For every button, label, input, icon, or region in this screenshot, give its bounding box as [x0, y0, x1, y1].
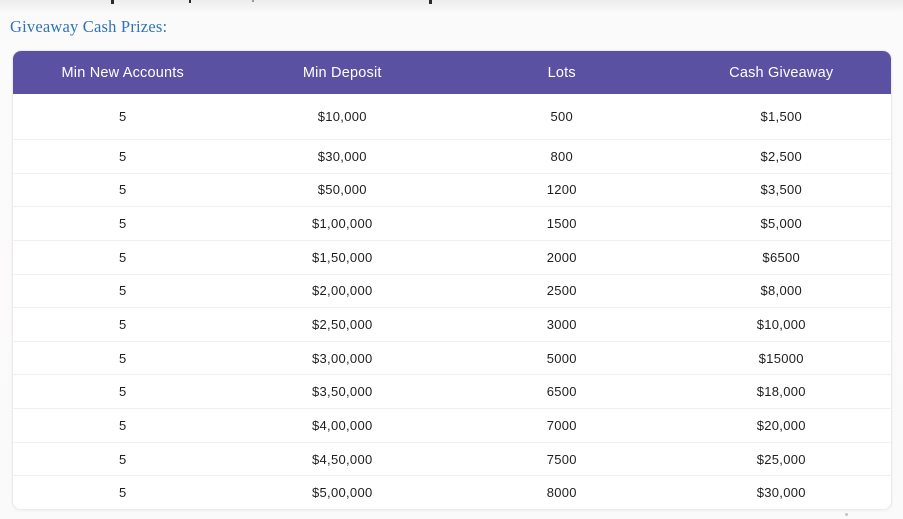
cell-min-new-accounts: 5 [118, 109, 127, 124]
cell-min-new-accounts: 5 [118, 350, 127, 366]
table-row: 5 $30,000 800 $2,500 [13, 139, 891, 173]
cell-cash-giveaway: $25,000 [756, 451, 806, 467]
cell-lots: 2500 [546, 283, 577, 299]
clipped-text-remnant [845, 513, 848, 516]
column-header-lots: Lots [547, 64, 576, 81]
cell-lots: 500 [550, 109, 574, 124]
cell-min-new-accounts: 5 [118, 451, 127, 467]
cell-min-deposit: $3,00,000 [311, 350, 373, 366]
cell-min-new-accounts: 5 [118, 485, 127, 501]
cell-lots: 8000 [546, 485, 577, 501]
cell-cash-giveaway: $30,000 [756, 485, 806, 501]
clipped-text-remnant [111, 0, 114, 4]
cell-cash-giveaway: $15000 [758, 350, 804, 366]
column-header-min-deposit: Min Deposit [302, 64, 382, 81]
page-title: Giveaway Cash Prizes: [10, 17, 168, 36]
cell-cash-giveaway: $3,500 [760, 182, 803, 198]
table-row: 5 $2,00,000 2500 $8,000 [13, 273, 891, 308]
table-row: 5 $1,00,000 1500 $5,000 [13, 206, 891, 240]
table-row: 5 $50,000 1200 $3,500 [13, 172, 891, 207]
cell-min-deposit: $2,50,000 [311, 317, 373, 333]
table-row: 5 $2,50,000 3000 $10,000 [13, 307, 891, 341]
cell-lots: 3000 [546, 317, 577, 333]
cell-min-deposit: $4,00,000 [311, 417, 373, 433]
cell-lots: 1500 [546, 216, 577, 232]
cell-min-new-accounts: 5 [118, 148, 127, 164]
cell-min-deposit: $30,000 [317, 148, 367, 164]
cell-cash-giveaway: $8,000 [760, 283, 803, 299]
column-header-cash-giveaway: Cash Giveaway [729, 64, 834, 81]
table-row: 5 $1,50,000 2000 $6500 [13, 239, 891, 274]
cell-min-deposit: $10,000 [317, 109, 367, 124]
cell-lots: 5000 [546, 350, 577, 366]
cell-min-new-accounts: 5 [118, 249, 127, 265]
cell-cash-giveaway: $10,000 [756, 317, 806, 333]
cell-min-new-accounts: 5 [118, 182, 127, 198]
cell-lots: 7000 [546, 417, 577, 433]
cell-cash-giveaway: $18,000 [756, 384, 806, 400]
cell-cash-giveaway: $1,500 [760, 109, 803, 124]
cell-min-new-accounts: 5 [118, 317, 127, 333]
cell-min-new-accounts: 5 [118, 417, 127, 433]
table-row: 5 $5,00,000 8000 $30,000 [13, 475, 891, 509]
clipped-text-remnant [429, 0, 432, 4]
cell-min-new-accounts: 5 [118, 384, 127, 400]
cell-min-new-accounts: 5 [118, 283, 127, 299]
cell-min-deposit: $2,00,000 [311, 283, 373, 299]
cell-min-deposit: $1,50,000 [311, 249, 373, 265]
cell-min-deposit: $50,000 [317, 182, 367, 198]
clipped-text-remnant [252, 0, 254, 2]
cell-cash-giveaway: $6500 [762, 249, 801, 265]
cell-cash-giveaway: $5,000 [760, 216, 803, 232]
cell-lots: 7500 [546, 451, 577, 467]
clipped-text-remnant [189, 0, 191, 3]
table-row: 5 $4,50,000 7500 $25,000 [13, 441, 891, 476]
cell-min-deposit: $3,50,000 [311, 384, 373, 400]
cell-lots: 6500 [546, 384, 577, 400]
table-body: 5 $10,000 500 $1,500 5 $30,000 800 $2,500 5 $50,0… [13, 94, 891, 509]
cell-min-deposit: $4,50,000 [311, 451, 373, 467]
table-header-row: Min New Accounts Min Deposit Lots Cash G… [13, 51, 891, 94]
cell-lots: 2000 [546, 249, 577, 265]
cell-lots: 800 [550, 148, 574, 164]
table-row: 5 $10,000 500 $1,500 [13, 94, 891, 139]
cell-min-new-accounts: 5 [118, 216, 127, 232]
cell-cash-giveaway: $2,500 [760, 148, 803, 164]
cell-cash-giveaway: $20,000 [756, 417, 806, 433]
cell-min-deposit: $1,00,000 [311, 216, 373, 232]
table-row: 5 $4,00,000 7000 $20,000 [13, 408, 891, 442]
table-row: 5 $3,50,000 6500 $18,000 [13, 374, 891, 409]
table-row: 5 $3,00,000 5000 $15000 [13, 340, 891, 375]
cell-min-deposit: $5,00,000 [311, 485, 373, 501]
column-header-min-new-accounts: Min New Accounts [61, 64, 184, 81]
giveaway-prize-table: Min New Accounts Min Deposit Lots Cash G… [12, 50, 892, 510]
cell-lots: 1200 [546, 182, 577, 198]
